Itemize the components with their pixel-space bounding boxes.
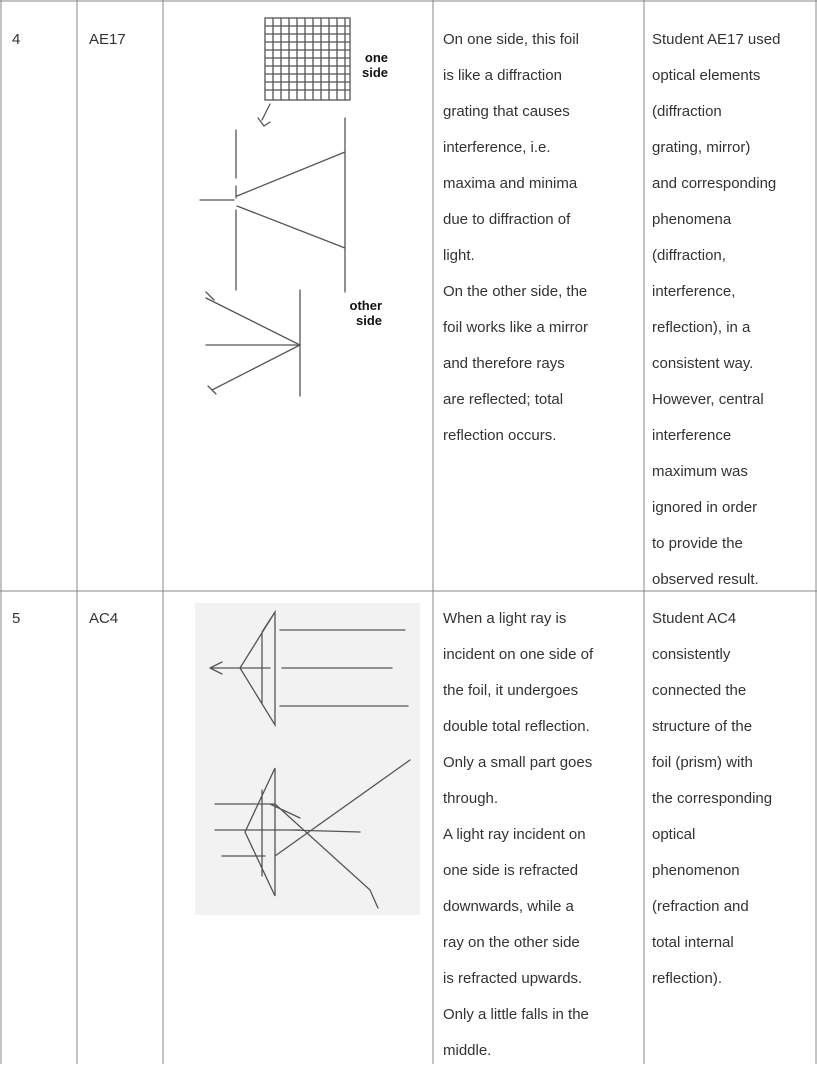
row-number: 4	[12, 31, 21, 48]
text-line: interference,	[652, 283, 736, 300]
comment: Student AC4 consistently connected the stru…	[652, 601, 772, 997]
text-line: optical	[652, 826, 696, 843]
text-line: reflection), in a	[652, 319, 751, 336]
text-line: On the other side, the	[443, 283, 588, 300]
label-line: side	[361, 65, 388, 80]
text-line: When a light ray is	[443, 610, 567, 627]
text-line: light.	[443, 247, 475, 264]
text-line: maximum was	[652, 463, 748, 480]
text-line: However, central	[652, 391, 764, 408]
student-code: AE17	[89, 31, 126, 48]
text-line: optical elements	[652, 67, 761, 84]
text-line: observed result.	[652, 571, 759, 588]
text-line: middle.	[443, 1042, 492, 1059]
text-line: consistent way.	[652, 355, 754, 372]
row-number: 5	[12, 610, 21, 627]
description: On one side, this foil is like a diffract…	[443, 22, 588, 454]
text-line: and corresponding	[652, 175, 777, 192]
text-line: (refraction and	[652, 898, 749, 915]
description: When a light ray is incident on one side …	[443, 601, 593, 1069]
text-line: grating, mirror)	[652, 139, 751, 156]
text-line: the corresponding	[652, 790, 773, 807]
text-line: downwards, while a	[443, 898, 574, 915]
label-line: one	[364, 50, 388, 65]
text-line: the foil, it undergoes	[443, 682, 579, 699]
sketch-ae17	[199, 17, 351, 397]
text-line: through.	[443, 790, 499, 807]
text-line: reflection).	[652, 970, 723, 987]
text-line: foil (prism) with	[652, 754, 753, 771]
text-line: maxima and minima	[443, 175, 578, 192]
text-line: to provide the	[652, 535, 743, 552]
text-line: Student AC4	[652, 610, 737, 627]
text-line: phenomena	[652, 211, 732, 228]
student-code: AC4	[89, 610, 119, 627]
text-line: structure of the	[652, 718, 753, 735]
text-line: On one side, this foil	[443, 31, 579, 48]
text-line: ray on the other side	[443, 934, 580, 951]
text-line: interference	[652, 427, 732, 444]
comment: Student AE17 used optical elements (diffra…	[652, 22, 780, 598]
text-line: foil works like a mirror	[443, 319, 589, 336]
text-line: double total reflection.	[443, 718, 590, 735]
text-line: Only a small part goes	[443, 754, 593, 771]
figure-label: other side	[320, 298, 383, 328]
label-line: side	[355, 313, 382, 328]
label-line: other	[349, 298, 383, 313]
text-line: interference, i.e.	[443, 139, 551, 156]
text-line: consistently	[652, 646, 731, 663]
text-line: grating that causes	[443, 103, 570, 120]
text-line: (diffraction	[652, 103, 722, 120]
text-line: is like a diffraction	[443, 67, 562, 84]
text-line: ignored in order	[652, 499, 758, 516]
text-line: connected the	[652, 682, 747, 699]
text-line: incident on one side of	[443, 646, 594, 663]
text-line: are reflected; total	[443, 391, 564, 408]
figure-label: one side	[340, 50, 388, 80]
text-line: is refracted upwards.	[443, 970, 583, 987]
text-line: Student AE17 used	[652, 31, 781, 48]
text-line: one side is refracted	[443, 862, 579, 879]
text-line: reflection occurs.	[443, 427, 557, 444]
text-line: due to diffraction of	[443, 211, 571, 228]
text-line: total internal	[652, 934, 734, 951]
sketch-ac4	[195, 603, 420, 915]
text-line: A light ray incident on	[443, 826, 586, 843]
text-line: phenomenon	[652, 862, 740, 879]
text-line: Only a little falls in the	[443, 1006, 589, 1023]
text-line: (diffraction,	[652, 247, 726, 264]
text-line: and therefore rays	[443, 355, 565, 372]
